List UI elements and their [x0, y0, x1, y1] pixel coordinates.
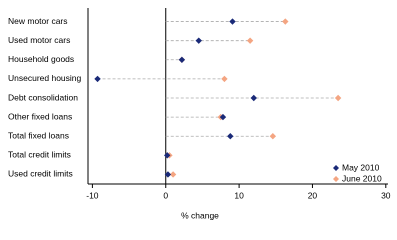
y-tick-label: Debt consolidation	[8, 92, 78, 102]
dot	[164, 171, 172, 178]
y-tick-label: Total fixed loans	[8, 130, 69, 140]
dot	[269, 133, 277, 140]
dot	[282, 18, 289, 25]
dot	[178, 56, 186, 63]
dot	[334, 94, 342, 102]
dot	[250, 94, 257, 102]
y-tick-label: Other fixed loans	[8, 111, 72, 121]
page: {"chart_data": {"type": "dot", "categori…	[8, 8, 391, 221]
y-tick-label: Unsecured housing	[8, 73, 82, 83]
dot	[227, 133, 234, 140]
dot	[195, 37, 202, 44]
y-tick-label: Used motor cars	[8, 35, 70, 45]
y-tick-label: Household goods	[8, 54, 74, 64]
dot	[169, 171, 177, 178]
legend-marker	[333, 176, 339, 182]
y-tick-label: Used credit limits	[8, 169, 73, 179]
dot	[219, 113, 227, 121]
y-tick-label: New motor cars	[8, 16, 68, 26]
legend-marker	[333, 165, 339, 171]
dot	[164, 152, 171, 159]
y-tick-label: Total credit limits	[8, 150, 71, 160]
dot	[229, 18, 236, 25]
chart: % change -10 0 10 20 30 New motor cars Used mo…	[8, 8, 391, 220]
x-tick-label: 20	[308, 190, 318, 200]
legend-label: May 2010	[342, 162, 380, 172]
dot	[94, 75, 101, 83]
x-tick-label: -10	[86, 190, 99, 200]
x-tick-label: 10	[234, 190, 244, 200]
legend-label: June 2010	[342, 173, 382, 183]
x-tick-label: 0	[163, 190, 168, 200]
x-tick-label: 30	[381, 190, 391, 200]
dot	[246, 37, 254, 44]
x-axis-label: % change	[181, 210, 219, 220]
dot	[221, 75, 228, 83]
